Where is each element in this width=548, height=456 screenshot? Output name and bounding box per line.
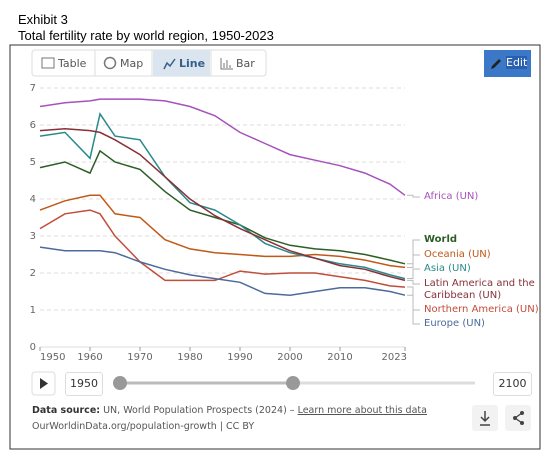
title: Total fertility rate by world region, 19…: [18, 28, 274, 43]
tab[interactable]: Line: [179, 57, 206, 70]
exhibit: Exhibit 3: [18, 12, 68, 27]
slider-handle[interactable]: [113, 376, 127, 390]
map-icon: [103, 56, 117, 70]
tab[interactable]: Map: [120, 57, 144, 70]
series-line: [39, 112, 406, 280]
x-tick-label: 1980: [177, 352, 202, 363]
credit: OurWorldinData.org/population-growth | C…: [32, 421, 255, 432]
slider-handle[interactable]: [286, 376, 300, 390]
source-text: UN, World Population Prospects (2024) –: [103, 405, 295, 416]
y-tick-label: 6: [30, 120, 36, 131]
x-tick-label: 1950: [40, 352, 65, 363]
legend-connector: [407, 294, 420, 325]
x-tick-label: 2000: [277, 352, 302, 363]
legend-connector: [407, 239, 420, 265]
legend-connector: [407, 279, 420, 285]
series-line: [39, 209, 406, 288]
y-tick-label: 1: [30, 305, 36, 316]
x-tick-label: 1960: [77, 352, 102, 363]
legend-label[interactable]: Latin America and the Caribbean (UN): [424, 278, 535, 301]
legend-connector: [407, 254, 420, 268]
tab-selected: [153, 50, 210, 76]
download-icon: [480, 411, 490, 426]
end-year[interactable]: 2100: [493, 372, 532, 396]
series-line: [39, 127, 406, 282]
series-line: [39, 246, 406, 296]
y-tick-label: 2: [30, 268, 36, 279]
frame: [9, 44, 541, 450]
start-year[interactable]: 1950: [65, 372, 103, 396]
source-label: Data source:: [32, 405, 101, 416]
legend-label[interactable]: Northern America (UN): [424, 304, 539, 315]
legend-label[interactable]: Africa (UN): [424, 191, 479, 202]
y-tick-label: 0: [30, 342, 36, 353]
legend-connector: [407, 194, 420, 198]
line-icon: [163, 58, 176, 70]
legend-label[interactable]: World: [424, 234, 458, 245]
x-tick-label: 1970: [127, 352, 152, 363]
x-tick-label: 2010: [327, 352, 352, 363]
y-tick-label: 3: [30, 231, 36, 242]
bar-icon: [220, 58, 233, 70]
series-line: [39, 149, 406, 265]
x-tick-label: 2023: [382, 352, 407, 363]
tab[interactable]: Bar: [236, 57, 255, 70]
source: Data source: UN, World Population Prospe…: [32, 405, 427, 416]
y-tick-label: 4: [30, 194, 36, 205]
legend-connector: [407, 268, 420, 280]
y-tick-label: 5: [30, 157, 36, 168]
source-link[interactable]: Learn more about this data: [297, 405, 427, 416]
share-dot: [520, 421, 524, 425]
share-dot: [520, 411, 524, 415]
y-tick-label: 7: [30, 83, 36, 94]
legend-label[interactable]: Europe (UN): [424, 318, 485, 329]
tab[interactable]: Table: [58, 57, 87, 70]
legend-label[interactable]: Oceania (UN): [424, 249, 491, 260]
share-button[interactable]: [505, 405, 531, 431]
share-dot: [513, 416, 517, 420]
series-line: [39, 194, 406, 269]
series-line: [39, 98, 406, 196]
edit-label[interactable]: Edit: [506, 56, 528, 69]
x-tick-label: 1990: [227, 352, 252, 363]
edit-icon: [491, 59, 501, 69]
table-icon: [41, 57, 55, 69]
legend-label[interactable]: Asia (UN): [424, 263, 471, 274]
play-icon: [40, 378, 48, 389]
